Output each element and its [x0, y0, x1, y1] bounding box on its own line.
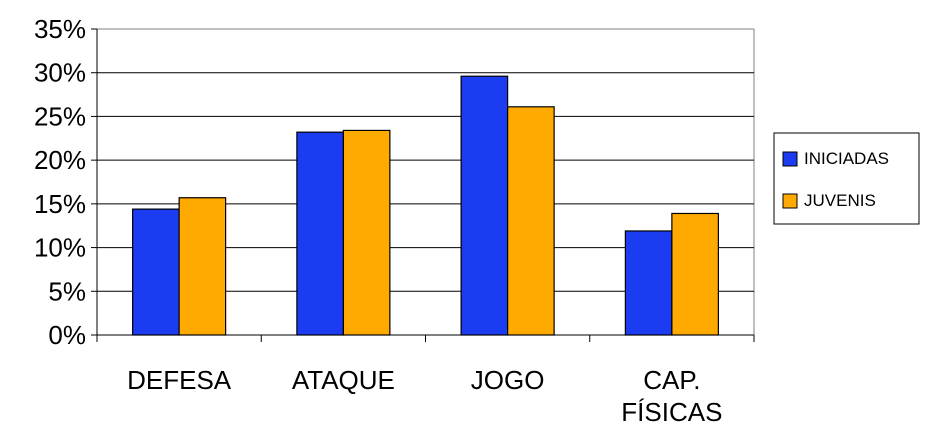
y-tick-label: 15%: [34, 189, 86, 219]
legend-label: JUVENIS: [804, 191, 876, 210]
x-category-label: JOGO: [471, 365, 545, 395]
bar-juvenis-4: [671, 212, 719, 336]
bar-iniciadas-2: [296, 131, 344, 336]
bar-iniciadas-1: [132, 208, 180, 336]
x-category-label: DEFESA: [127, 365, 232, 395]
bar-iniciadas-3: [460, 75, 509, 336]
y-tick-label: 10%: [34, 233, 86, 263]
y-tick-label: 5%: [48, 276, 86, 306]
bars: [132, 75, 719, 336]
y-tick-label: 30%: [34, 58, 86, 88]
bar-juvenis-2: [342, 129, 391, 336]
x-category-label: ATAQUE: [292, 365, 395, 395]
bar-iniciadas-4: [624, 230, 673, 336]
y-tick-label: 25%: [34, 101, 86, 131]
y-tick-label: 35%: [34, 14, 86, 44]
bar-juvenis-3: [507, 106, 555, 336]
y-tick-label: 20%: [34, 145, 86, 175]
x-category-labels: DEFESA ATAQUE JOGO CAP. FÍSICAS: [127, 365, 722, 424]
legend: INICIADAS JUVENIS: [773, 132, 920, 225]
bar-juvenis-1: [178, 197, 227, 336]
legend-box: [773, 132, 920, 225]
legend-label: INICIADAS: [804, 149, 889, 168]
x-category-label: CAP. FÍSICAS: [621, 365, 722, 424]
y-tick-label: 0%: [48, 320, 86, 350]
axes: [96, 29, 755, 342]
legend-swatch: [782, 193, 798, 209]
y-tick-labels: 0% 5% 10% 15% 20% 25% 30% 35%: [34, 14, 86, 350]
legend-swatch: [782, 151, 798, 167]
